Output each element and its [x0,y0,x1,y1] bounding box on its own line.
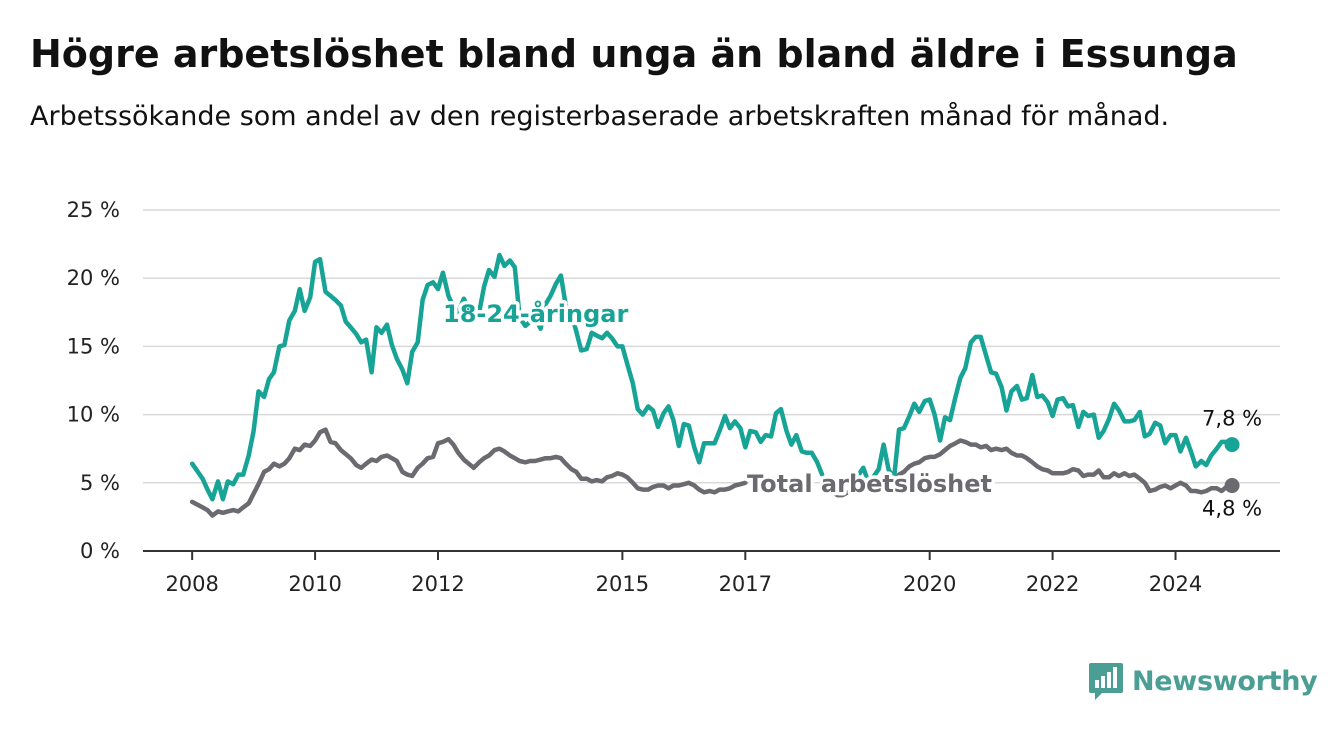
series-lines [189,252,1240,518]
end-value-label-youth: 7,8 % [1202,407,1262,431]
x-tick-label: 2012 [411,572,464,596]
x-tick-label: 2022 [1026,572,1079,596]
brand-name: Newsworthy [1132,665,1318,697]
x-tick-label: 2015 [596,572,649,596]
series-label-youth: 18-24-åringar [443,299,628,328]
x-tick-label: 2010 [288,572,341,596]
y-tick-label: 20 % [67,266,120,290]
series-label-youth-halo: 18-24-åringar [443,299,628,328]
chart-subtitle: Arbetssökande som andel av den registerb… [30,101,1170,132]
x-tick-label: 2008 [165,572,218,596]
y-axis-tick-labels: 0 % 5 % 10 % 15 % 20 % 25 % [67,198,120,563]
x-tick-label: 2024 [1149,572,1202,596]
series-label-total-halo: Total arbetslöshet [747,470,992,498]
y-tick-label: 0 % [80,539,120,563]
y-tick-label: 15 % [67,334,120,358]
y-tick-label: 10 % [67,403,120,427]
x-axis: 2008 2010 2012 2015 2017 2020 2022 2024 [143,550,1280,596]
series-line-youth [189,252,1235,502]
series-labels: 7,8 %4,8 %18-24-åringar18-24-åringarTota… [440,296,1263,521]
chart-title: Högre arbetslöshet bland unga än bland ä… [30,32,1238,76]
newsworthy-logo-icon [1089,663,1123,700]
endpoint-marker-youth [1224,437,1240,453]
x-tick-label: 2017 [719,572,772,596]
x-tick-label: 2020 [903,572,956,596]
y-tick-label: 25 % [67,198,120,222]
y-tick-label: 5 % [80,471,120,495]
end-value-label-total: 4,8 % [1202,497,1262,521]
endpoint-marker-total [1224,478,1240,494]
series-label-total: Total arbetslöshet [747,470,992,498]
newsworthy-logo: Newsworthy [1088,660,1318,702]
